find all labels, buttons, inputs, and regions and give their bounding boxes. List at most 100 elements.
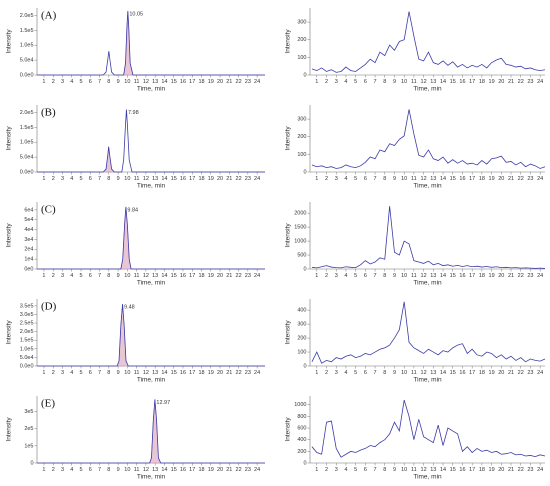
y-axis-label: Intensity	[6, 320, 13, 345]
x-tick-label: 8	[107, 79, 110, 85]
x-tick-label: 18	[198, 370, 204, 376]
x-tick-label: 9	[117, 370, 120, 376]
x-tick-label: 20	[498, 176, 504, 182]
x-tick-label: 21	[226, 273, 232, 279]
x-axis-label: Time, min	[137, 377, 166, 384]
y-tick-label: 3.5e5	[20, 303, 34, 309]
x-tick-label: 20	[498, 79, 504, 85]
y-tick-label: 1000	[294, 239, 306, 245]
x-tick-label: 8	[383, 79, 386, 85]
x-tick-label: 24	[254, 79, 260, 85]
x-tick-label: 18	[198, 79, 204, 85]
x-tick-label: 22	[236, 467, 242, 473]
y-tick-label: 1.0e5	[20, 43, 34, 49]
x-tick-label: 7	[98, 370, 101, 376]
y-tick-label: 2e4	[24, 247, 33, 253]
x-tick-label: 14	[161, 370, 167, 376]
x-tick-label: 6	[364, 370, 367, 376]
x-tick-label: 7	[98, 467, 101, 473]
x-tick-label: 15	[450, 370, 456, 376]
x-tick-label: 18	[479, 467, 485, 473]
x-tick-label: 17	[469, 79, 475, 85]
x-tick-label: 24	[537, 79, 543, 85]
y-axis-label: Intensity	[285, 126, 292, 151]
x-tick-label: 18	[479, 176, 485, 182]
y-axis-label: Intensity	[6, 417, 13, 442]
panel-label: (D)	[41, 301, 57, 313]
x-tick-label: 3	[335, 370, 338, 376]
y-tick-label: 1.5e5	[20, 125, 34, 131]
y-tick-label: 1e5	[24, 443, 33, 449]
x-tick-label: 15	[450, 273, 456, 279]
x-tick-label: 18	[479, 370, 485, 376]
y-tick-label: 1.0e5	[20, 140, 34, 146]
x-tick-label: 22	[236, 176, 242, 182]
panel-label: (E)	[41, 398, 55, 410]
x-tick-label: 4	[70, 176, 73, 182]
y-tick-label: 0	[303, 363, 306, 369]
x-tick-label: 4	[70, 370, 73, 376]
x-tick-label: 9	[117, 467, 120, 473]
x-tick-label: 19	[208, 370, 214, 376]
x-tick-label: 18	[198, 273, 204, 279]
x-tick-label: 11	[411, 370, 417, 376]
y-tick-label: 1.5e5	[20, 338, 34, 344]
y-tick-label: 800	[297, 414, 306, 420]
x-tick-label: 15	[450, 79, 456, 85]
y-tick-label: 1.0e5	[20, 346, 34, 352]
x-tick-label: 15	[171, 273, 177, 279]
x-tick-label: 21	[226, 176, 232, 182]
peak-label: 9.84	[127, 207, 138, 213]
trace	[37, 304, 265, 367]
x-tick-label: 9	[393, 79, 396, 85]
x-tick-label: 17	[189, 273, 195, 279]
x-tick-label: 12	[143, 370, 149, 376]
x-tick-label: 13	[152, 176, 158, 182]
trace	[311, 109, 546, 169]
x-tick-label: 22	[236, 370, 242, 376]
x-tick-label: 23	[527, 176, 533, 182]
x-tick-label: 7	[98, 273, 101, 279]
x-tick-label: 14	[161, 79, 167, 85]
y-tick-label: 1500	[294, 225, 306, 231]
x-tick-label: 10	[401, 79, 407, 85]
x-tick-label: 2	[52, 79, 55, 85]
x-tick-label: 1	[315, 370, 318, 376]
x-tick-label: 5	[79, 370, 82, 376]
x-tick-label: 1	[42, 467, 45, 473]
y-tick-label: 3.0e5	[20, 312, 34, 318]
x-axis-label: Time, min	[413, 183, 442, 190]
x-axis-label: Time, min	[137, 86, 166, 93]
x-tick-label: 20	[498, 467, 504, 473]
y-tick-label: 0	[303, 169, 306, 175]
y-tick-label: 5.0e4	[20, 58, 34, 64]
peak-label: 12.97	[156, 400, 170, 406]
x-tick-label: 4	[70, 467, 73, 473]
y-tick-label: 300	[297, 322, 306, 328]
x-tick-label: 3	[61, 370, 64, 376]
y-tick-label: 2.0e5	[20, 110, 34, 116]
x-tick-label: 1	[315, 176, 318, 182]
x-tick-label: 7	[98, 176, 101, 182]
x-tick-label: 3	[61, 79, 64, 85]
y-tick-label: 500	[297, 252, 306, 258]
y-tick-label: 1.5e5	[20, 28, 34, 34]
x-tick-label: 21	[508, 176, 514, 182]
y-tick-label: 5.0e4	[20, 155, 34, 161]
x-tick-label: 10	[401, 370, 407, 376]
x-tick-label: 12	[143, 467, 149, 473]
x-tick-label: 2	[325, 370, 328, 376]
x-tick-label: 5	[79, 467, 82, 473]
y-tick-label: 0	[303, 460, 306, 466]
x-tick-label: 7	[374, 79, 377, 85]
x-axis-label: Time, min	[413, 280, 442, 287]
x-tick-label: 20	[498, 273, 504, 279]
x-tick-label: 21	[226, 467, 232, 473]
x-tick-label: 16	[459, 273, 465, 279]
peak-label: 10.05	[129, 11, 143, 17]
y-axis-label: Intensity	[6, 223, 13, 248]
y-tick-label: 200	[297, 449, 306, 455]
x-tick-label: 17	[189, 79, 195, 85]
x-tick-label: 20	[498, 370, 504, 376]
x-tick-label: 1	[315, 467, 318, 473]
